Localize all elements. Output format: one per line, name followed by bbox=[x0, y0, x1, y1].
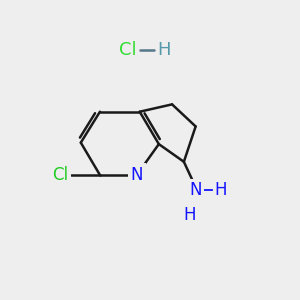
Text: Cl: Cl bbox=[52, 166, 68, 184]
Text: N: N bbox=[189, 181, 202, 199]
Text: H: H bbox=[158, 41, 171, 59]
Text: H: H bbox=[183, 206, 195, 224]
Text: Cl: Cl bbox=[119, 41, 137, 59]
Text: H: H bbox=[214, 181, 226, 199]
Text: N: N bbox=[130, 166, 143, 184]
